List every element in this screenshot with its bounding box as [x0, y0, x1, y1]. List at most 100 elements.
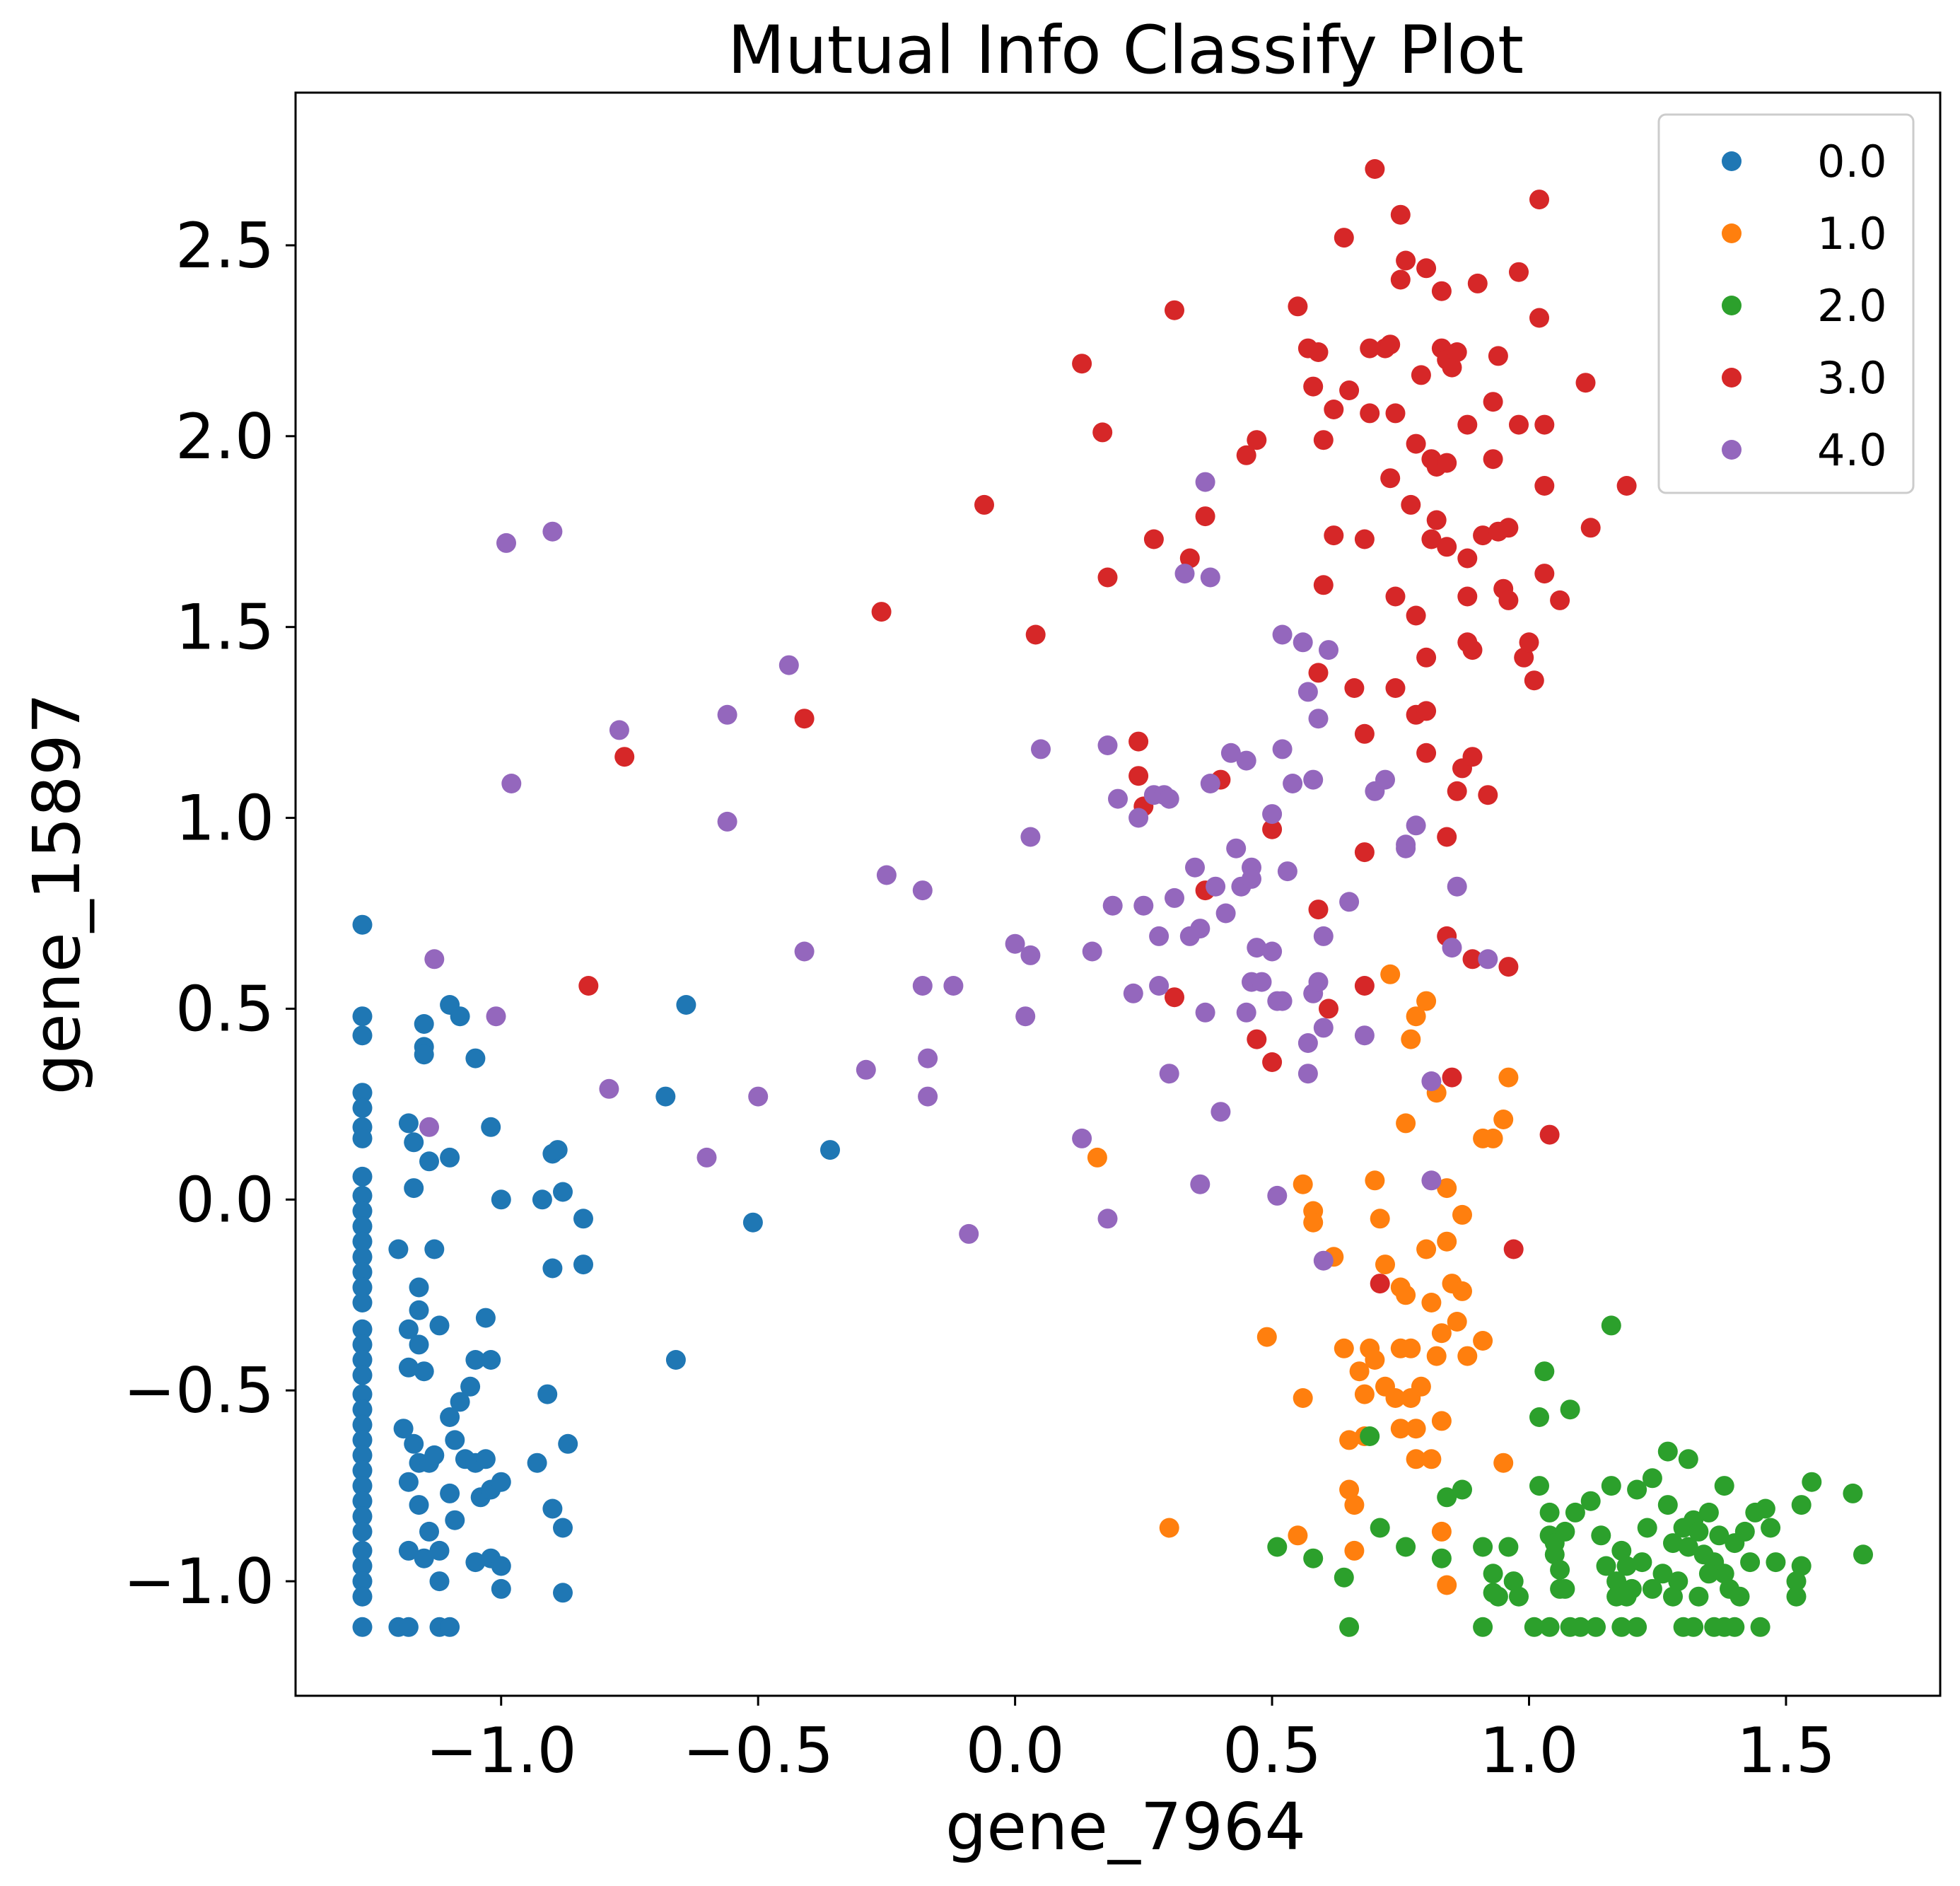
data-point	[1165, 987, 1184, 1008]
data-point	[1195, 472, 1215, 492]
data-point	[450, 1006, 470, 1027]
data-point	[558, 1433, 578, 1454]
data-point	[1509, 414, 1529, 435]
data-point	[1277, 861, 1297, 882]
data-point	[527, 1453, 547, 1473]
data-point	[573, 1209, 593, 1229]
data-point	[1596, 1556, 1616, 1576]
data-point	[398, 1357, 419, 1378]
series-3.0	[578, 159, 1637, 1294]
series-4.0	[419, 472, 1498, 1271]
points-layer	[352, 159, 1873, 1637]
data-point	[352, 1277, 373, 1298]
data-point	[1406, 1419, 1426, 1439]
data-point	[352, 1491, 373, 1511]
data-point	[1457, 548, 1478, 569]
data-point	[1339, 1479, 1360, 1500]
data-point	[1483, 1564, 1503, 1584]
data-point	[696, 1147, 717, 1168]
x-axis-label: gene_7964	[945, 1789, 1306, 1865]
data-point	[352, 1319, 373, 1339]
data-point	[352, 914, 373, 935]
data-point	[1616, 1556, 1637, 1576]
data-point	[1570, 1617, 1591, 1637]
data-point	[1313, 430, 1334, 450]
y-tick-label: −0.5	[123, 1354, 274, 1427]
data-point	[1478, 949, 1498, 970]
data-point	[665, 1350, 686, 1370]
data-point	[1031, 739, 1051, 759]
data-point	[1498, 518, 1519, 538]
data-point	[1580, 518, 1601, 538]
data-point	[1452, 1281, 1472, 1301]
data-point	[429, 1315, 450, 1336]
data-point	[1509, 1586, 1529, 1607]
data-point	[1190, 1174, 1211, 1194]
data-point	[1421, 1449, 1442, 1469]
data-point	[1370, 1209, 1390, 1229]
data-point	[404, 1433, 424, 1454]
data-point	[409, 1300, 429, 1320]
data-point	[1247, 938, 1267, 958]
data-point	[1252, 972, 1272, 992]
data-point	[1437, 1231, 1457, 1252]
data-point	[1396, 1113, 1416, 1134]
data-point	[352, 1185, 373, 1206]
data-point	[1431, 1548, 1452, 1568]
data-point	[1406, 1449, 1426, 1469]
data-point	[352, 1083, 373, 1103]
data-point	[1586, 1617, 1606, 1637]
data-point	[486, 1006, 506, 1027]
data-point	[1473, 1537, 1493, 1557]
data-point	[1550, 590, 1570, 610]
data-point	[1385, 1388, 1406, 1408]
data-point	[414, 1361, 434, 1382]
y-tick-label: 0.0	[175, 1163, 274, 1236]
data-point	[352, 1128, 373, 1148]
data-point	[491, 1472, 511, 1492]
data-point	[1390, 1419, 1411, 1439]
data-point	[1637, 1518, 1657, 1538]
data-point	[414, 1044, 434, 1065]
data-point	[1087, 1147, 1107, 1168]
data-point	[676, 995, 696, 1015]
data-point	[1174, 564, 1195, 584]
data-point	[1334, 1338, 1354, 1358]
y-tick-label: 1.0	[175, 782, 274, 855]
data-point	[820, 1140, 840, 1160]
data-point	[424, 1445, 445, 1465]
data-point	[491, 1556, 511, 1576]
data-point	[1097, 1209, 1118, 1229]
data-point	[1688, 1521, 1709, 1542]
y-axis-ticks: −1.0 −0.5 0.0 0.5 1.0 1.5 2.0 2.5	[123, 209, 296, 1618]
data-point	[398, 1617, 419, 1637]
data-point	[1421, 529, 1442, 549]
legend-marker	[1722, 440, 1742, 460]
data-point	[465, 1552, 486, 1573]
data-point	[1473, 525, 1493, 546]
data-point	[1360, 1426, 1380, 1446]
data-point	[1267, 1537, 1288, 1557]
data-point	[1165, 300, 1184, 320]
legend-label: 1.0	[1817, 208, 1887, 260]
data-point	[1452, 1204, 1472, 1225]
data-point	[1853, 1544, 1873, 1565]
data-point	[1267, 1185, 1288, 1206]
data-point	[1627, 1479, 1647, 1500]
data-point	[1534, 476, 1555, 496]
data-point	[1344, 1540, 1365, 1561]
data-point	[1555, 1578, 1575, 1599]
legend-marker	[1722, 151, 1742, 171]
data-point	[404, 1178, 424, 1199]
data-point	[1354, 1025, 1375, 1046]
data-point	[1072, 1128, 1092, 1148]
data-point	[717, 811, 737, 832]
legend: 0.0 1.0 2.0 3.0 4.0	[1657, 113, 1915, 494]
data-point	[1698, 1502, 1719, 1523]
data-point	[1616, 1586, 1637, 1607]
data-point	[1416, 743, 1437, 763]
data-point	[388, 1239, 409, 1259]
data-point	[1272, 624, 1293, 645]
data-point	[1457, 586, 1478, 607]
data-point	[1159, 1064, 1179, 1084]
